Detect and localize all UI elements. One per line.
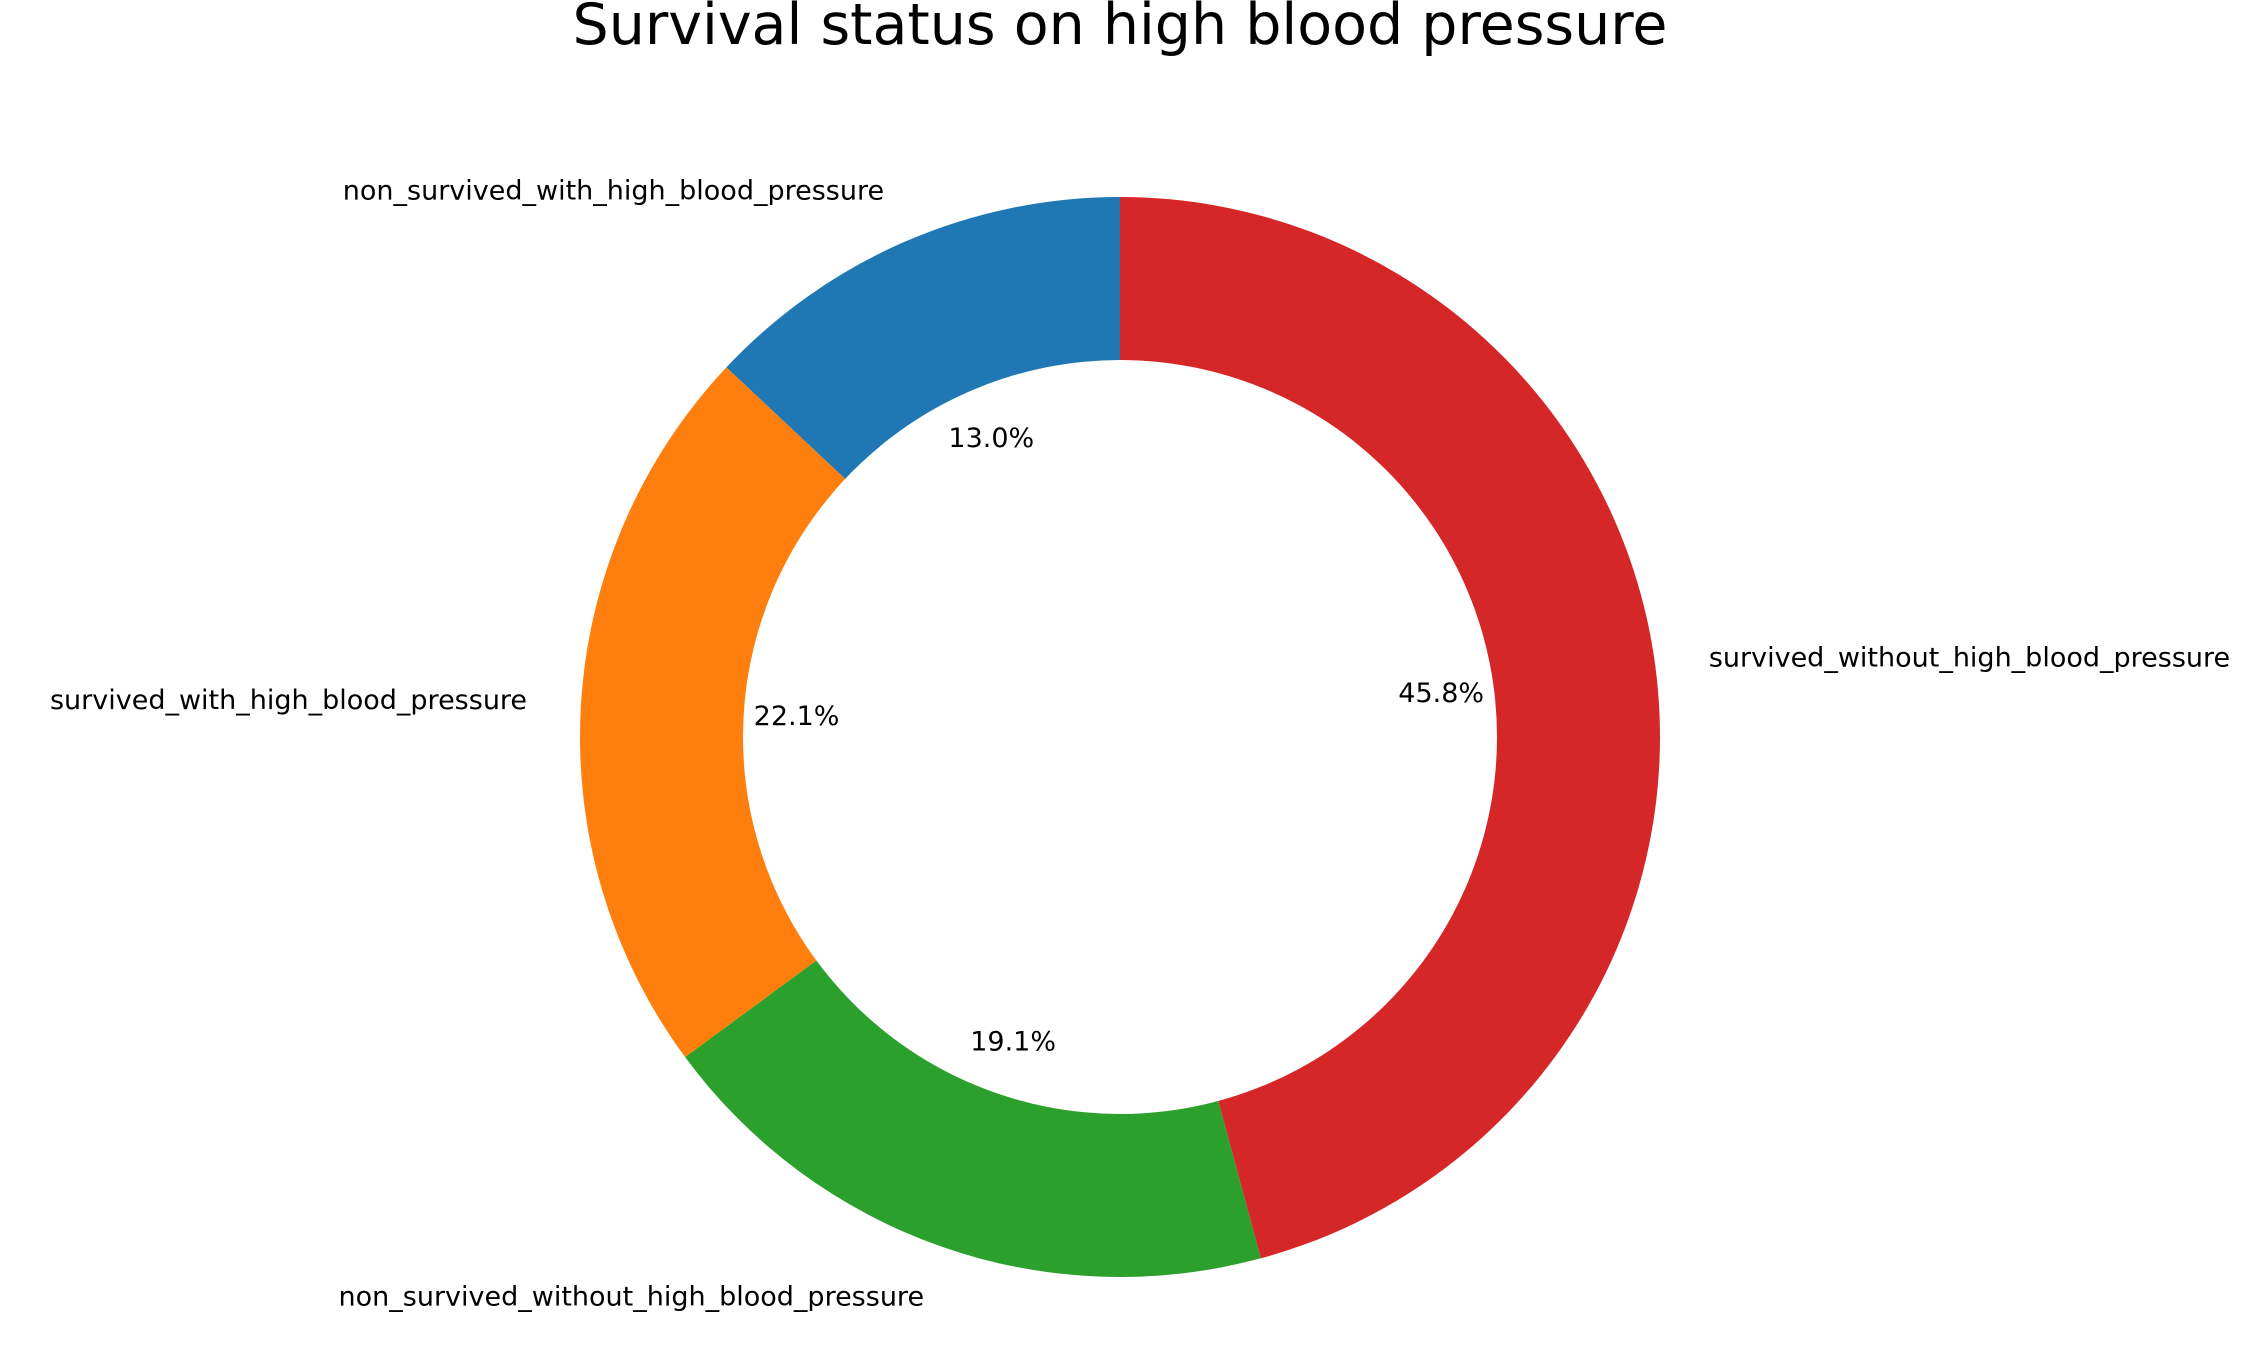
donut-hole — [743, 360, 1497, 1114]
chart-title: Survival status on high blood pressure — [573, 0, 1668, 58]
slice-percent-label: 45.8% — [1398, 678, 1484, 709]
slice-percent-label: 22.1% — [754, 701, 840, 732]
slice-percent-label: 19.1% — [970, 1026, 1056, 1057]
labels-layer: non_survived_with_high_blood_pressure 13.… — [50, 175, 2230, 1312]
slice-label: survived_without_high_blood_pressure — [1709, 642, 2230, 673]
slice-percent-label: 13.0% — [948, 423, 1034, 454]
slice-label: survived_with_high_blood_pressure — [50, 685, 527, 716]
slice-label: non_survived_without_high_blood_pressure — [339, 1281, 925, 1312]
slice-label: non_survived_with_high_blood_pressure — [343, 175, 884, 206]
